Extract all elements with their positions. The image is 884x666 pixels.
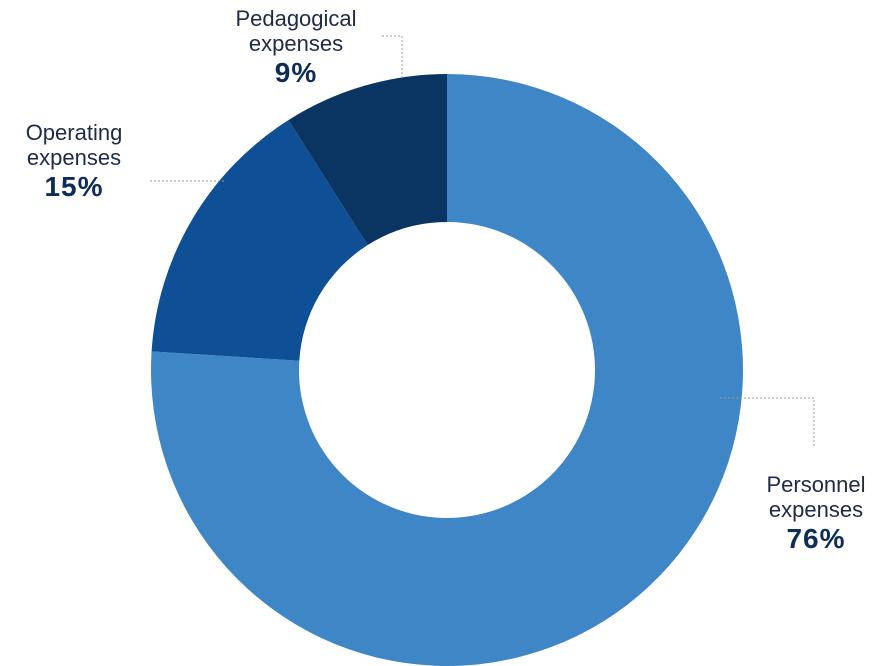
slice-personnel-expenses [151,74,743,666]
slice-label-line2: expenses [768,497,864,522]
label-personnel-expenses: Personnel expenses 76% [748,472,884,556]
leader-line-pedagogical [382,35,403,78]
leader-lines-group [150,35,815,448]
slice-percent-label: 9% [274,57,318,88]
slice-percent-label: 15% [44,171,104,202]
slice-label-line2: expenses [26,145,122,170]
slices-group [151,74,743,666]
slice-operating-expenses [151,120,368,361]
label-pedagogical-expenses: Pedagogical expenses 9% [216,6,376,90]
slice-label-line1: Personnel [766,472,866,497]
slice-pedagogical-expenses [288,74,447,246]
slice-label-line1: Operating [25,120,123,145]
slice-percent-label: 76% [786,523,846,554]
slice-label-line2: expenses [248,31,344,56]
slice-label-line1: Pedagogical [235,6,357,31]
label-operating-expenses: Operating expenses 15% [6,120,142,204]
leader-line-personnel [720,397,815,448]
